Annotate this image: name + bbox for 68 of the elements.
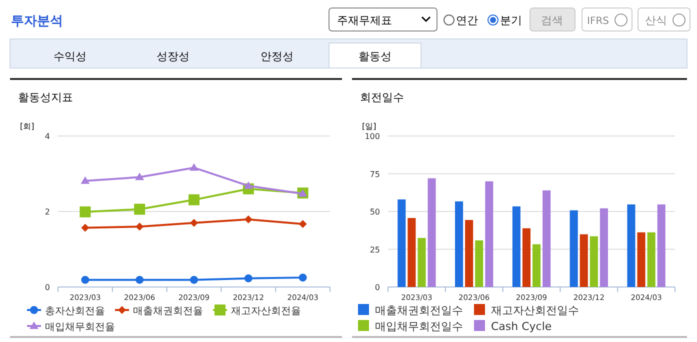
legend-label: 재고자산회전일수 [491, 304, 579, 317]
y-tick-label: 100 [364, 132, 380, 141]
point [188, 194, 200, 206]
point [244, 181, 253, 189]
point [244, 274, 252, 282]
point [134, 204, 146, 215]
point [298, 220, 307, 228]
bar [580, 234, 588, 287]
point [190, 163, 198, 171]
y-tick-label: 75 [370, 170, 380, 179]
point [136, 222, 144, 231]
text: 검색 [541, 14, 563, 27]
text: 산식 [645, 14, 667, 27]
text: 수익성 [54, 50, 86, 63]
y-axis-title: [일] [362, 122, 376, 131]
legend-label: Cash Cycle [491, 320, 552, 333]
bar [522, 228, 530, 287]
bar [455, 201, 464, 287]
bar [512, 206, 520, 287]
point [244, 215, 252, 224]
y-tick-label: 50 [370, 208, 380, 216]
legend-label: 매입채무회전율 [45, 322, 115, 333]
text: 투자분석 [11, 14, 63, 29]
text: 분기 [500, 14, 522, 27]
legend-label: 매출채권회전일수 [375, 304, 463, 317]
legend-label: 재고자산회전율 [231, 306, 301, 317]
point [136, 276, 144, 284]
bar [570, 210, 578, 287]
bar [657, 204, 666, 287]
y-tick-label: 0 [44, 283, 50, 292]
y-tick-label: 2 [44, 208, 50, 216]
point [298, 274, 307, 282]
bar [637, 232, 646, 287]
y-tick-label: 25 [370, 245, 380, 254]
legend-label: 매입채무회전일수 [375, 320, 463, 333]
legend-label: 총자산회전율 [45, 306, 105, 317]
bar [465, 220, 474, 287]
bar [627, 204, 636, 287]
text: 안정성 [260, 50, 294, 63]
bar [428, 178, 436, 287]
chart-title: 활동성지표 [18, 91, 73, 104]
bar [542, 190, 551, 287]
bar [408, 218, 416, 287]
point [81, 276, 90, 284]
point [190, 218, 198, 227]
bar [418, 238, 426, 287]
bar [485, 181, 494, 287]
y-tick-label: 4 [44, 132, 50, 141]
bar [600, 208, 608, 287]
text: IFRS [587, 16, 609, 27]
bar [475, 240, 484, 287]
y-tick-label: 0 [374, 283, 380, 292]
bar [647, 232, 656, 287]
bar [398, 199, 406, 287]
bar [590, 236, 598, 287]
point [135, 172, 144, 180]
text: 주재무제표 [337, 14, 392, 27]
point [80, 176, 90, 184]
point [190, 276, 198, 284]
point [81, 224, 90, 232]
bar [532, 244, 541, 287]
y-axis-title: [회] [20, 122, 34, 131]
chart-title: 회전일수 [360, 91, 404, 104]
text: 활동성 [358, 50, 392, 63]
text: 연간 [456, 14, 478, 27]
text: 성장성 [156, 50, 190, 63]
point [80, 206, 91, 218]
legend-label: 매출채권회전율 [133, 306, 203, 317]
